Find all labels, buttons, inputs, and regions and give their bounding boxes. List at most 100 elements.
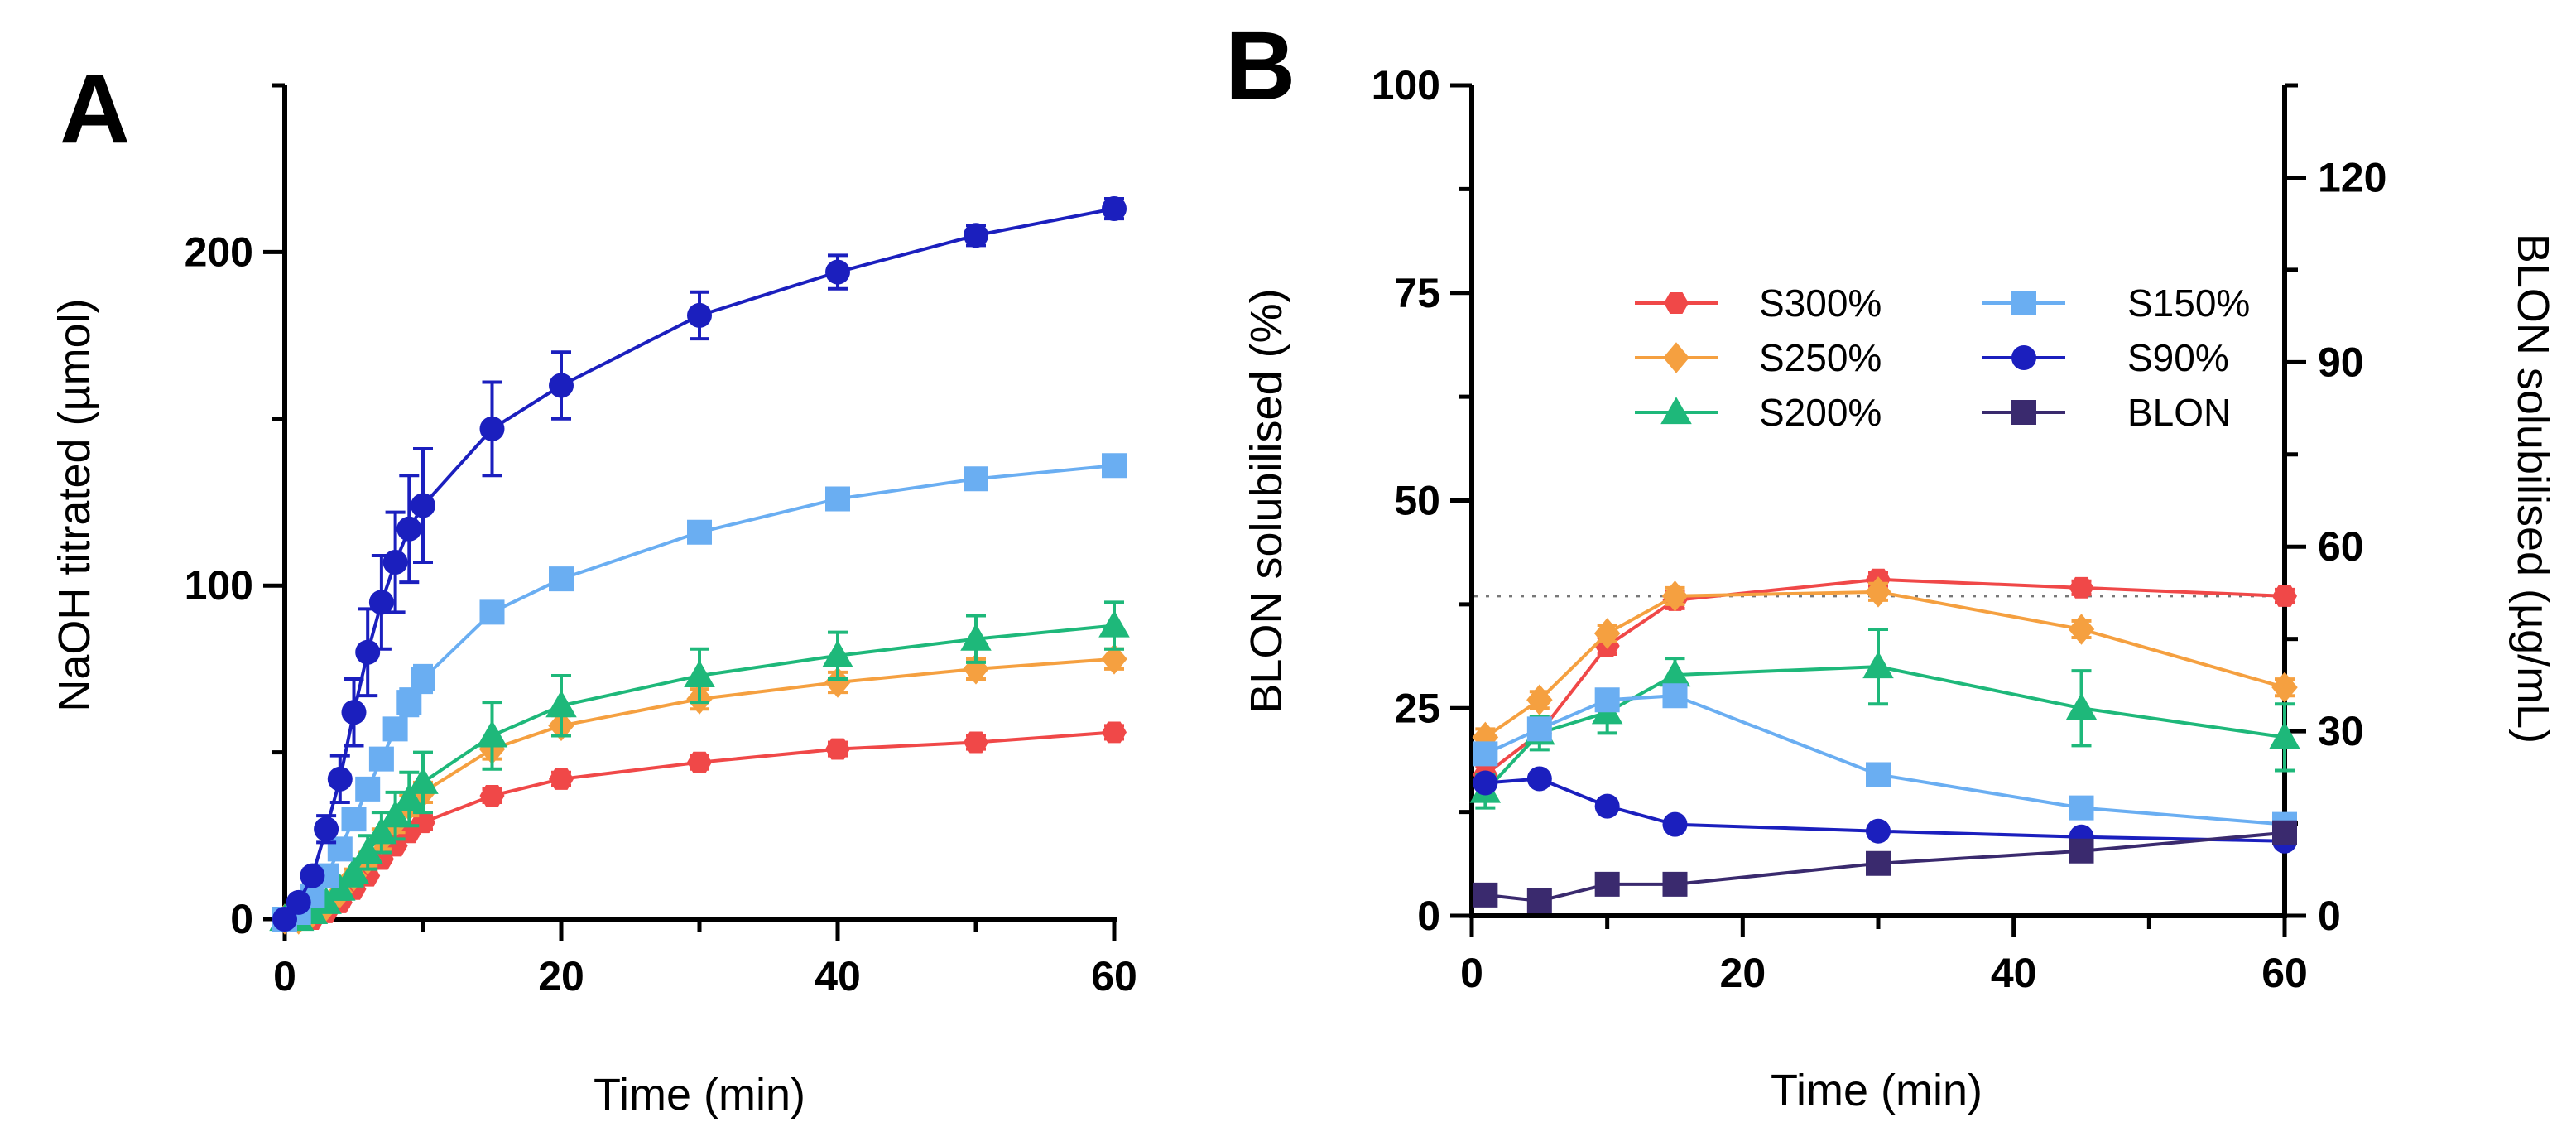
data-point xyxy=(2272,585,2297,607)
data-point xyxy=(272,907,297,932)
panel-a-label: A xyxy=(60,55,130,164)
data-point xyxy=(2068,614,2095,645)
legend-marker xyxy=(1663,342,1689,373)
data-point xyxy=(2069,576,2094,599)
data-point xyxy=(1661,580,1689,612)
panel-b-y-tick-label: 75 xyxy=(1394,270,1440,316)
data-point xyxy=(338,856,370,884)
legend-label: S90% xyxy=(2127,336,2229,379)
data-point xyxy=(476,720,508,748)
data-point xyxy=(964,731,988,754)
data-point xyxy=(327,836,353,862)
legend-label: S150% xyxy=(2127,282,2250,325)
data-point xyxy=(314,816,339,842)
data-point xyxy=(366,816,397,845)
data-point xyxy=(1102,196,1127,222)
data-point xyxy=(411,493,435,518)
panel-b-right-y-tick-label: 0 xyxy=(2318,893,2341,939)
panel-b-y-tick-label: 25 xyxy=(1394,685,1440,731)
panel-a-x-tick-label: 60 xyxy=(1091,953,1137,999)
legend-marker xyxy=(1664,292,1689,314)
panel-b-x-axis-title: Time (min) xyxy=(1771,1066,1982,1115)
data-point xyxy=(355,776,381,802)
data-point xyxy=(1594,793,1620,819)
data-point xyxy=(341,807,367,832)
data-point xyxy=(1594,871,1620,897)
panel-a-y-tick-label: 0 xyxy=(230,896,253,942)
data-point xyxy=(964,223,988,248)
data-point xyxy=(479,784,505,807)
data-point xyxy=(1098,609,1130,638)
legend-label: S250% xyxy=(1759,336,1882,379)
panel-b-y-tick-label: 0 xyxy=(1417,893,1440,939)
data-point xyxy=(1594,687,1620,713)
panel-a-y-tick-label: 100 xyxy=(185,562,253,609)
data-point xyxy=(2271,672,2298,703)
panel-b-right-y-tick-label: 60 xyxy=(2318,523,2364,570)
data-point xyxy=(341,700,367,725)
data-point xyxy=(2069,795,2094,821)
legend-item: S300% xyxy=(1635,282,1882,325)
data-point xyxy=(1526,684,1553,715)
data-point xyxy=(1866,762,1891,787)
panel-b-x-tick-label: 60 xyxy=(2261,950,2308,996)
panel-b-x-tick-label: 20 xyxy=(1720,950,1766,996)
data-point xyxy=(1473,882,1498,908)
data-point xyxy=(1866,850,1891,876)
data-point xyxy=(687,751,712,773)
data-point xyxy=(479,416,505,441)
data-point xyxy=(549,566,574,592)
data-point xyxy=(324,873,356,901)
panel-b-label: B xyxy=(1225,12,1295,121)
panel-b-y-axis-title-right: BLON solubilised (µg/mL) xyxy=(2508,234,2558,744)
data-point xyxy=(1866,818,1891,844)
data-point xyxy=(825,259,850,285)
data-point xyxy=(1862,651,1894,679)
data-point xyxy=(549,373,574,398)
data-point xyxy=(545,690,577,718)
data-point xyxy=(1102,453,1127,479)
panel-b-x-tick-label: 40 xyxy=(1991,950,2037,996)
panel-b: B BLON solubilised (%) BLON solubilised … xyxy=(1225,12,2558,1115)
panel-a-x-axis-title: Time (min) xyxy=(594,1070,805,1120)
panel-a-y-axis-title: NaOH titrated (µmol) xyxy=(50,298,99,711)
data-point xyxy=(300,863,325,888)
data-point xyxy=(1659,659,1691,687)
data-point xyxy=(479,599,505,625)
legend-item: S150% xyxy=(1982,282,2250,325)
data-point xyxy=(2269,721,2300,749)
legend-item: S200% xyxy=(1635,391,1882,434)
data-point xyxy=(393,783,425,811)
data-point xyxy=(368,746,394,772)
data-point xyxy=(687,302,712,328)
data-point xyxy=(824,667,851,698)
data-point xyxy=(2065,692,2098,720)
data-point xyxy=(1526,888,1552,913)
data-point xyxy=(687,519,712,545)
data-point xyxy=(2069,838,2094,864)
legend-label: S300% xyxy=(1759,282,1882,325)
data-point xyxy=(964,466,988,492)
data-point xyxy=(1526,766,1552,792)
data-point xyxy=(355,639,381,665)
legend-item: S250% xyxy=(1635,336,1882,379)
panel-a-x-tick-label: 0 xyxy=(273,953,296,999)
legend-marker xyxy=(1660,397,1692,425)
data-point xyxy=(1473,770,1498,796)
legend-marker xyxy=(2011,400,2036,425)
panel-b-series-s250pct xyxy=(1472,576,2298,754)
data-point xyxy=(407,767,439,794)
panel-b-series-blon xyxy=(1473,820,2297,913)
data-point xyxy=(825,486,850,512)
legend-label: BLON xyxy=(2127,391,2231,434)
data-point xyxy=(2272,820,2297,845)
data-point xyxy=(1101,643,1127,675)
panel-a-x-tick-label: 20 xyxy=(538,953,584,999)
panel-b-y-tick-label: 50 xyxy=(1394,478,1440,524)
legend-label: S200% xyxy=(1759,391,1882,434)
data-point xyxy=(825,738,850,760)
data-point xyxy=(396,516,422,542)
data-point xyxy=(327,766,353,792)
legend-item: BLON xyxy=(1982,391,2231,434)
